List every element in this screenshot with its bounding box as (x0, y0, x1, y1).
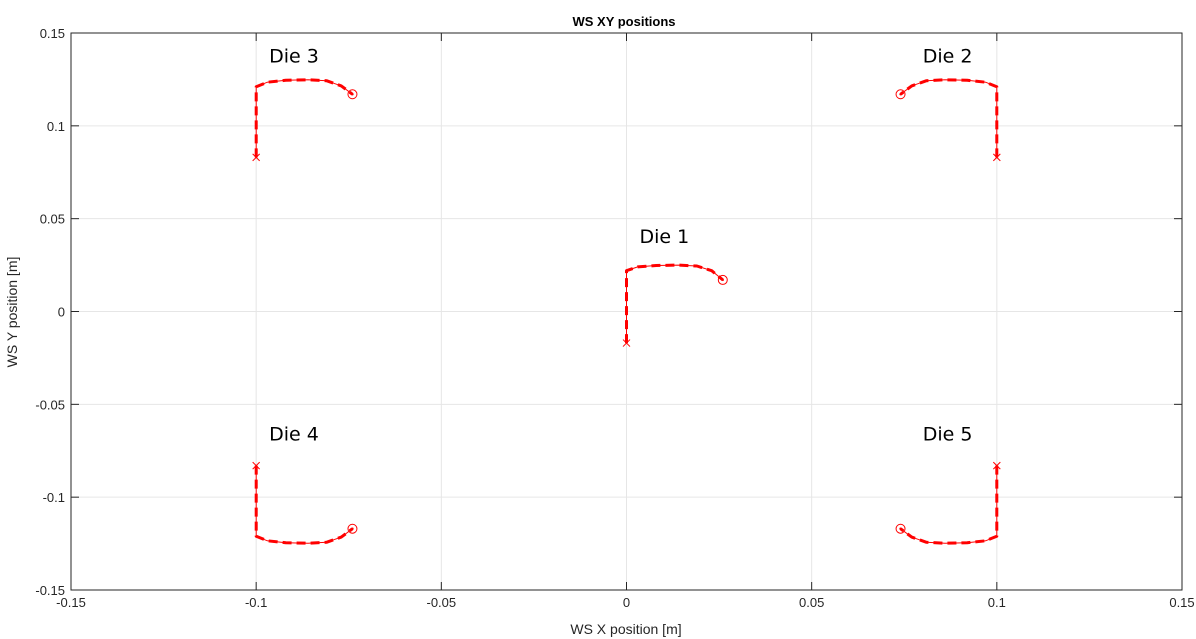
trajectory-traces (252, 78, 1001, 545)
chart-title: WS XY positions (572, 14, 675, 29)
trajectory-line (900, 465, 998, 544)
tick-labels: -0.15 -0.1 -0.05 0 0.05 0.1 0.15 -0.15 -0.1 -0.05… (35, 26, 1194, 610)
trajectory-dashed-line (254, 465, 354, 545)
trajectory-dashed-line (625, 263, 724, 344)
x-tick-label: -0.15 (56, 595, 86, 610)
start-marker-stroke (252, 153, 261, 162)
start-marker (252, 153, 261, 162)
end-marker (895, 523, 906, 534)
start-marker-stroke (622, 339, 631, 347)
x-tick-label: -0.1 (245, 595, 267, 610)
x-tick-label: -0.05 (427, 595, 457, 610)
y-tick-label: -0.15 (35, 583, 65, 598)
start-marker (992, 461, 1001, 470)
x-axis-label: WS X position [m] (570, 621, 681, 637)
end-marker-dot (899, 527, 902, 530)
die-label: Die 3 (269, 46, 319, 68)
x-tick-label: 0.05 (799, 595, 824, 610)
start-marker (252, 461, 261, 470)
trajectory-line (626, 264, 724, 344)
trajectory-dashed-line (899, 465, 999, 545)
die-annotations: Die 1 Die 2 Die 3 Die 4 Die 5 (269, 46, 972, 446)
die-label: Die 4 (269, 424, 319, 446)
trajectory-line (255, 79, 353, 158)
start-marker (992, 153, 1001, 162)
trajectory-line (900, 79, 998, 158)
die-label: Die 5 (923, 424, 973, 446)
start-marker-stroke (992, 461, 1001, 470)
y-axis-label: WS Y position [m] (4, 257, 20, 368)
end-marker (717, 274, 728, 285)
y-tick-label: -0.05 (35, 397, 65, 412)
start-marker (622, 339, 631, 347)
end-marker-dot (899, 93, 902, 96)
x-tick-label: 0.1 (988, 595, 1006, 610)
start-marker-stroke (992, 153, 1001, 162)
x-tick-label: 0.15 (1169, 595, 1194, 610)
y-tick-label: -0.1 (43, 490, 65, 505)
y-tick-label: 0 (58, 305, 65, 320)
end-marker-dot (351, 93, 354, 96)
y-tick-label: 0.05 (40, 212, 65, 227)
axes-frame (70, 32, 1183, 591)
y-tick-label: 0.1 (47, 119, 65, 134)
end-marker (347, 523, 358, 534)
y-tick-label: 0.15 (40, 26, 65, 41)
start-marker-stroke (252, 461, 261, 470)
end-marker (347, 89, 358, 100)
end-marker-dot (721, 278, 724, 282)
x-tick-label: 0 (623, 595, 630, 610)
trajectory-dashed-line (254, 78, 354, 158)
end-marker (895, 89, 906, 100)
die-label: Die 1 (639, 226, 689, 248)
end-marker-dot (351, 527, 354, 530)
trajectory-dashed-line (899, 78, 999, 158)
trajectory-line (255, 465, 353, 544)
die-label: Die 2 (923, 46, 973, 68)
